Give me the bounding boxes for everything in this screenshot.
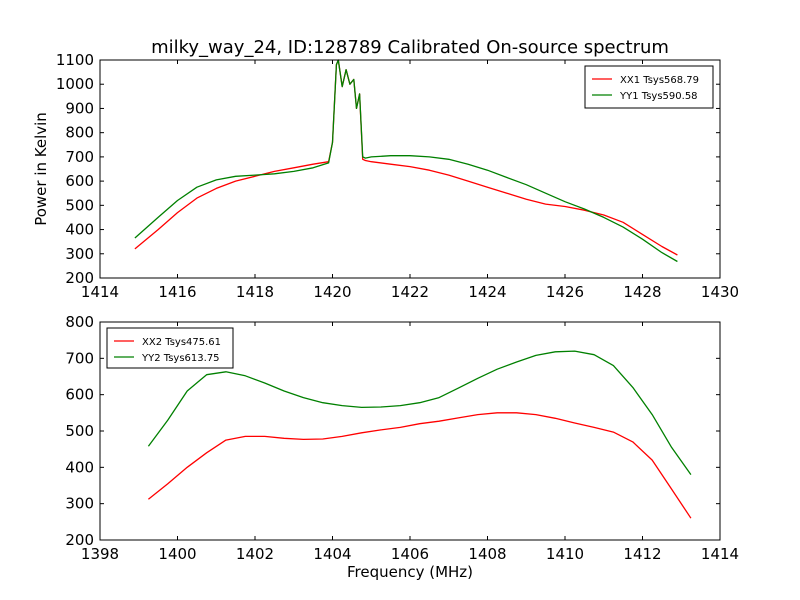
y-tick-label: 1100	[56, 51, 94, 69]
x-axis-label: Frequency (MHz)	[347, 563, 473, 581]
y-tick-label: 700	[65, 148, 94, 166]
legend-label-1: XX2 Tsys475.61	[142, 337, 221, 348]
y-tick-label: 700	[65, 349, 94, 367]
x-tick-label: 1424	[468, 283, 506, 301]
y-tick-label: 1000	[56, 75, 94, 93]
x-tick-label: 1398	[81, 545, 119, 563]
series-line-1	[147, 412, 692, 519]
x-tick-label: 1410	[546, 545, 584, 563]
x-tick-label: 1414	[701, 545, 739, 563]
y-tick-label: 800	[65, 124, 94, 142]
x-tick-label: 1416	[158, 283, 196, 301]
legend: XX2 Tsys475.61 YY2 Tsys613.75	[106, 327, 234, 369]
x-tick-label: 1430	[701, 283, 739, 301]
y-tick-label: 500	[65, 422, 94, 440]
x-tick-label: 1404	[313, 545, 351, 563]
x-tick-label: 1412	[623, 545, 661, 563]
series-line-2	[147, 350, 692, 475]
y-tick-label: 500	[65, 196, 94, 214]
y-tick-label: 400	[65, 458, 94, 476]
x-tick-label: 1406	[391, 545, 429, 563]
x-tick-label: 1428	[623, 283, 661, 301]
x-tick-label: 1418	[236, 283, 274, 301]
legend-label-1: XX1 Tsys568.79	[620, 75, 699, 86]
x-tick-label: 1420	[313, 283, 351, 301]
y-tick-label: 200	[65, 531, 94, 549]
y-tick-label: 400	[65, 221, 94, 239]
y-tick-label: 200	[65, 269, 94, 287]
y-tick-label: 300	[65, 495, 94, 513]
x-tick-label: 1400	[158, 545, 196, 563]
bottom-plot: 1398 1400 1402 1404 1406 1408 1410 1412 1414 200 3…	[65, 313, 739, 581]
y-tick-label: 600	[65, 172, 94, 190]
x-tick-label: 1408	[468, 545, 506, 563]
x-tick-label: 1422	[391, 283, 429, 301]
y-tick-label: 300	[65, 245, 94, 263]
legend: XX1 Tsys568.79 YY1 Tsys590.58	[584, 65, 714, 109]
x-tick-label: 1414	[81, 283, 119, 301]
legend-box	[584, 65, 714, 109]
series-line-2	[134, 59, 678, 263]
y-tick-label: 600	[65, 386, 94, 404]
legend-box	[106, 327, 234, 369]
y-tick-label: 800	[65, 313, 94, 331]
x-tick-label: 1402	[236, 545, 274, 563]
legend-label-2: YY2 Tsys613.75	[141, 353, 220, 364]
top-plot: 1414 1416 1418 1420 1422 1424 1426 1428 1430 200 3…	[32, 51, 739, 301]
chart-title: milky_way_24, ID:128789 Calibrated On-so…	[151, 37, 669, 58]
y-axis-label: Power in Kelvin	[32, 112, 50, 226]
y-tick-label: 900	[65, 99, 94, 117]
legend-label-2: YY1 Tsys590.58	[619, 91, 698, 102]
x-tick-label: 1426	[546, 283, 584, 301]
